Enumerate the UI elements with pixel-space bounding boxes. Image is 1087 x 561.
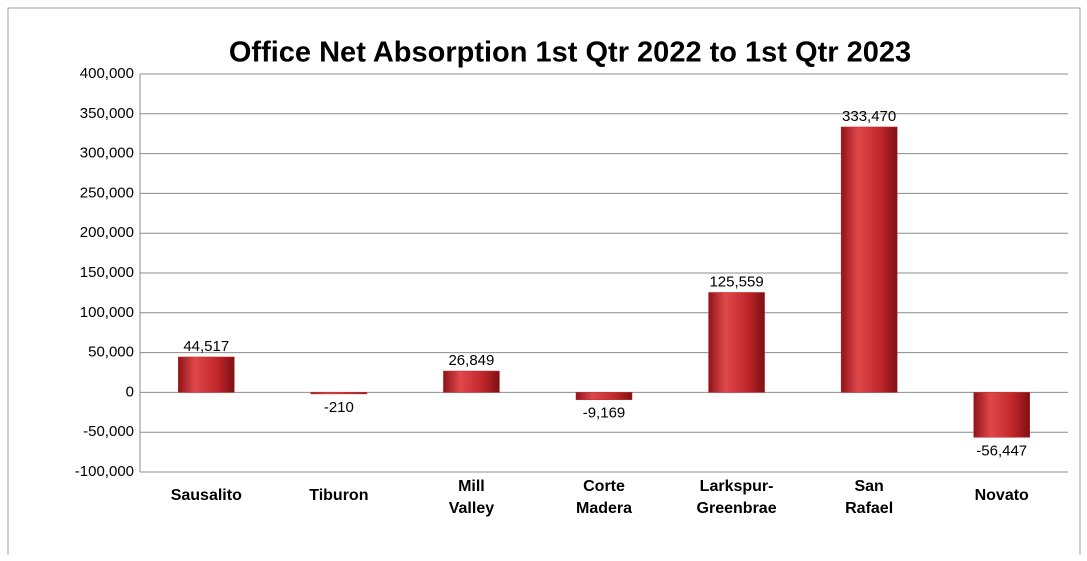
y-tick-label: 400,000: [80, 65, 134, 82]
bar: [840, 126, 898, 393]
data-label: -210: [324, 399, 354, 416]
chart-border: [7, 7, 1081, 555]
x-tick-label: San Rafael: [845, 478, 893, 517]
y-tick-label: 100,000: [80, 304, 134, 321]
data-label: 125,559: [709, 273, 763, 290]
bar: [575, 392, 633, 400]
bar: [310, 392, 368, 395]
bar: [178, 356, 235, 393]
y-tick-label: 250,000: [80, 184, 134, 201]
data-label: 333,470: [842, 108, 896, 125]
data-label: -9,169: [583, 405, 626, 422]
data-label: -56,447: [976, 442, 1027, 459]
y-tick-label: 50,000: [88, 344, 134, 361]
data-label: 44,517: [183, 338, 229, 355]
x-tick-label: Novato: [975, 487, 1029, 504]
x-tick-label: Corte Madera: [576, 478, 632, 517]
x-tick-label: Tiburon: [309, 487, 368, 504]
bar: [973, 392, 1030, 438]
y-tick-label: -100,000: [75, 463, 134, 480]
y-tick-label: 200,000: [80, 224, 134, 241]
y-tick-label: 350,000: [80, 105, 134, 122]
bar: [708, 292, 765, 393]
x-tick-label: Larkspur-Greenbrae: [697, 478, 777, 517]
data-label: 26,849: [448, 352, 494, 369]
x-tick-label: Sausalito: [171, 487, 242, 504]
bar: [443, 370, 500, 393]
y-tick-label: 0: [126, 383, 134, 400]
chart-title: Office Net Absorption 1st Qtr 2022 to 1s…: [229, 37, 911, 69]
x-tick-label: Mill Valley: [449, 478, 494, 517]
y-tick-label: 300,000: [80, 145, 134, 162]
y-tick-label: 150,000: [80, 264, 134, 281]
y-tick-label: -50,000: [83, 423, 134, 440]
